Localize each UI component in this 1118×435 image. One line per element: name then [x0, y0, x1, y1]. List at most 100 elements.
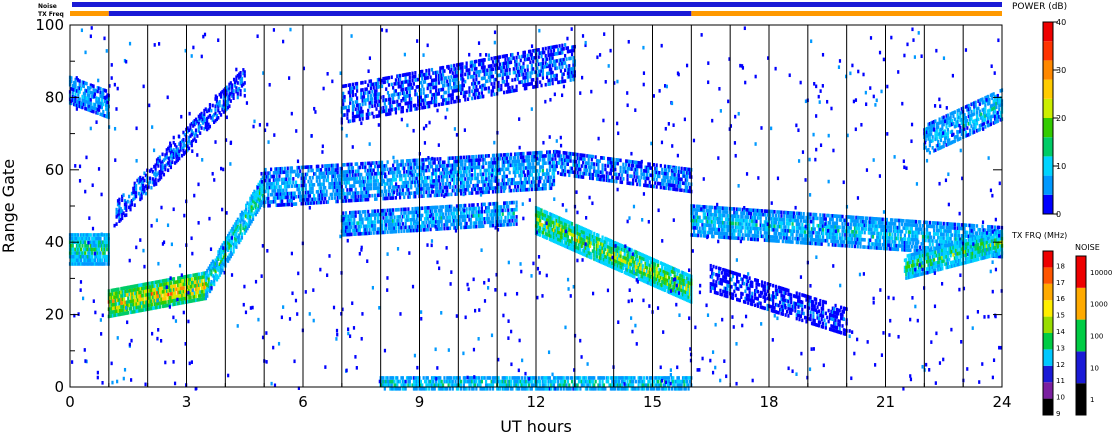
echo-cell — [523, 54, 527, 58]
echo-cell — [374, 96, 377, 101]
echo-cell — [572, 70, 575, 75]
echo-cell — [92, 247, 95, 252]
echo-cell — [551, 227, 554, 232]
echo-cell — [178, 156, 181, 161]
echo-cell — [167, 285, 170, 289]
echo-cell — [367, 94, 370, 98]
echo-cell — [425, 217, 428, 221]
echo-cell — [507, 181, 510, 186]
echo-cell — [357, 172, 360, 177]
echo-cell — [136, 309, 140, 313]
echo-cell — [175, 280, 178, 284]
echo-cell — [214, 265, 217, 270]
echo-cell — [232, 89, 235, 93]
echo-cell — [372, 93, 375, 97]
echo-cell — [346, 177, 349, 181]
echo-cell — [422, 102, 425, 106]
echo-cell — [472, 78, 475, 82]
echo-cell — [494, 63, 497, 67]
echo-cell — [480, 213, 484, 218]
echo-cell — [490, 175, 493, 180]
echo-cell — [529, 74, 532, 79]
echo-cell — [501, 178, 504, 183]
echo-cell — [177, 276, 180, 280]
echo-cell — [565, 46, 568, 51]
echo-cell — [487, 186, 490, 191]
echo-cell — [367, 197, 370, 202]
echo-cell — [183, 143, 186, 148]
echo-cell — [471, 89, 474, 93]
echo-cell — [466, 166, 470, 170]
echo-cell — [285, 181, 288, 185]
echo-cell — [121, 293, 124, 298]
echo-cell — [385, 109, 388, 113]
echo-cell — [158, 159, 161, 163]
echo-cell — [349, 229, 352, 233]
echo-cell — [314, 197, 317, 201]
echo-cell — [158, 155, 161, 160]
echo-cell — [383, 102, 386, 106]
echo-cell — [382, 164, 385, 168]
echo-cell — [78, 244, 81, 248]
echo-cell — [484, 216, 488, 221]
echo-cell — [422, 228, 425, 232]
echo-cell — [480, 217, 484, 221]
echo-cell — [582, 248, 585, 253]
echo-cell — [455, 159, 459, 164]
echo-cell — [114, 309, 117, 314]
echo-cell — [493, 205, 496, 210]
echo-cell — [335, 192, 338, 197]
echo-cell — [588, 233, 592, 238]
echo-cell — [490, 64, 493, 68]
echo-cell — [405, 218, 409, 222]
echo-cell — [227, 241, 230, 245]
echo-cell — [321, 182, 324, 187]
echo-cell — [461, 80, 464, 84]
echo-cell — [417, 206, 420, 211]
echo-cell — [583, 234, 586, 239]
echo-cell — [392, 208, 395, 212]
echo-cell — [197, 279, 201, 284]
echo-cell — [500, 205, 503, 209]
echo-cell — [382, 196, 385, 201]
echo-cell — [450, 100, 453, 105]
echo-cell — [374, 179, 377, 183]
echo-cell — [512, 70, 515, 75]
echo-cell — [195, 291, 198, 295]
echo-cell — [199, 297, 202, 302]
echo-cell — [353, 228, 356, 233]
echo-cell — [440, 178, 443, 183]
echo-cell — [552, 52, 556, 57]
echo-cell — [450, 167, 453, 171]
echo-cell — [515, 59, 518, 63]
echo-cell — [443, 226, 446, 231]
echo-cell — [199, 290, 202, 294]
echo-cell — [397, 81, 400, 85]
echo-cell — [509, 200, 513, 205]
echo-cell — [247, 224, 251, 228]
echo-cell — [558, 227, 561, 231]
echo-cell — [299, 169, 302, 173]
echo-cell — [411, 207, 414, 211]
echo-cell — [154, 291, 158, 295]
echo-cell — [228, 104, 231, 108]
echo-cell — [471, 60, 474, 65]
echo-cell — [397, 166, 400, 171]
echo-cell — [471, 214, 474, 218]
echo-cell — [218, 273, 221, 277]
echo-cell — [421, 73, 424, 77]
echo-cell — [527, 158, 531, 163]
echo-cell — [319, 175, 323, 179]
echo-cell — [475, 158, 478, 163]
echo-cell — [171, 295, 174, 300]
echo-cell — [229, 254, 232, 259]
echo-cell — [73, 258, 76, 263]
echo-cell — [507, 219, 510, 223]
echo-cell — [354, 225, 357, 229]
echo-cell — [245, 229, 248, 233]
echo-cell — [500, 153, 503, 157]
echo-cell — [486, 206, 489, 210]
echo-cell — [547, 172, 550, 176]
echo-cell — [536, 169, 539, 173]
echo-cell — [447, 156, 450, 161]
